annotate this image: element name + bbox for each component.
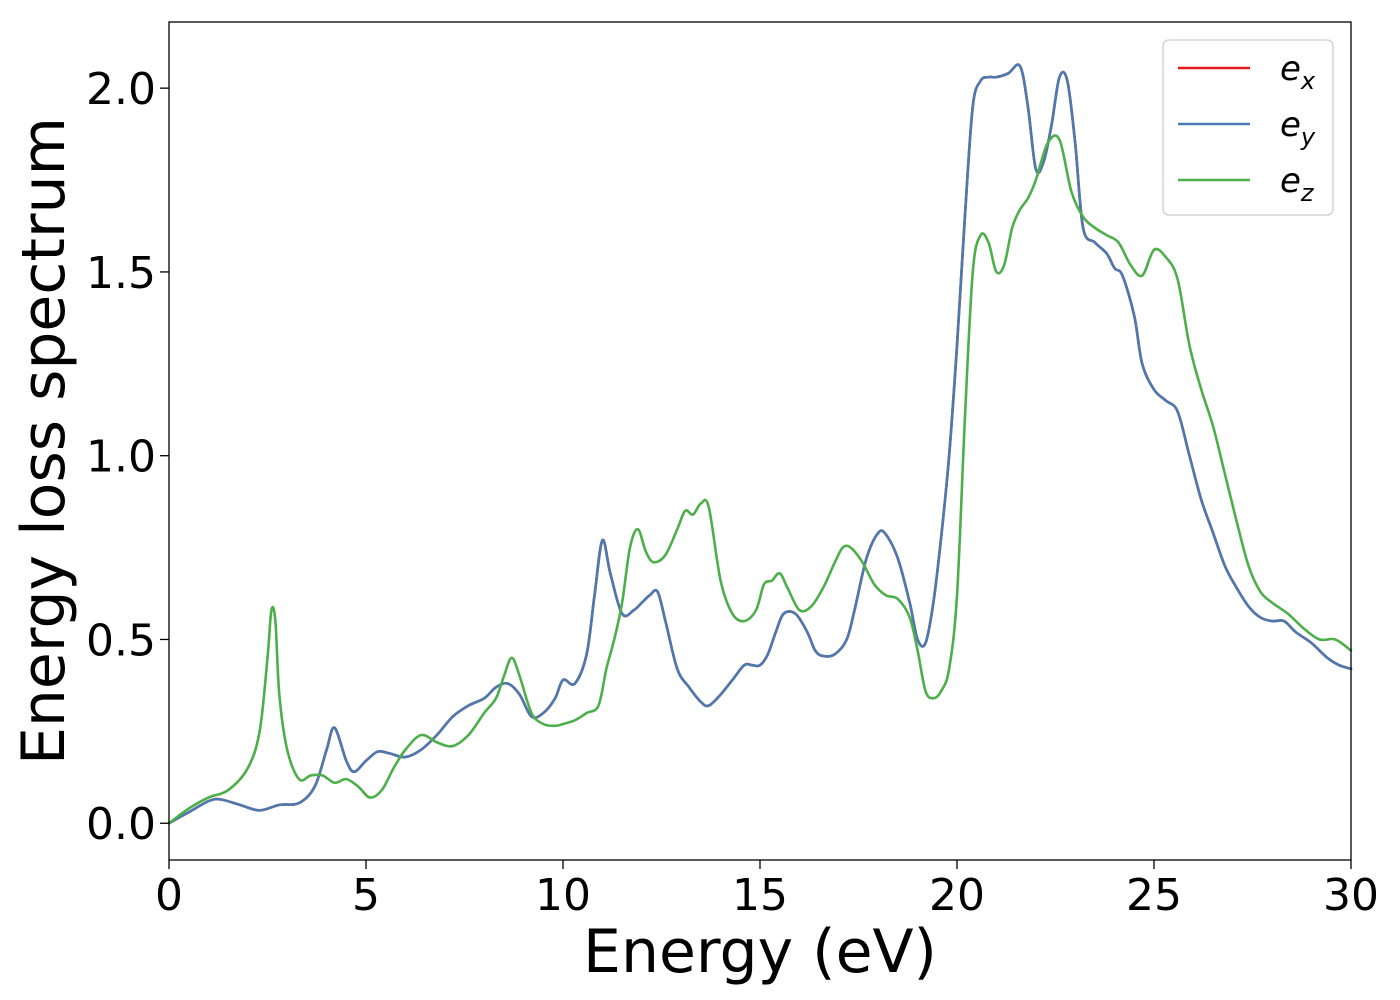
y-tick-label: 0.5 (86, 615, 156, 666)
y-axis: 0.0 0.5 1.0 1.5 2.0 (86, 64, 169, 850)
legend-label-ez: ez (1280, 161, 1315, 207)
y-axis-title: Energy loss spectrum (9, 117, 79, 765)
y-tick-label: 0.0 (86, 799, 156, 850)
x-axis-title: Energy (eV) (583, 917, 937, 987)
legend-box (1162, 39, 1334, 216)
x-tick-label: 25 (1126, 870, 1182, 921)
series-lines (167, 63, 1353, 825)
y-tick-label: 1.5 (86, 248, 156, 299)
legend: ex ey ez (1162, 39, 1334, 216)
series-line-ey (167, 63, 1353, 825)
y-tick-label: 1.0 (86, 432, 156, 483)
x-tick-label: 10 (535, 870, 591, 921)
x-tick-label: 30 (1323, 870, 1379, 921)
legend-label-ex: ex (1280, 49, 1316, 95)
x-tick-label: 5 (352, 870, 380, 921)
legend-label-ey: ey (1280, 105, 1316, 151)
y-tick-label: 2.0 (86, 64, 156, 115)
x-axis: 0 5 10 15 20 25 30 (155, 860, 1379, 921)
x-tick-label: 20 (929, 870, 985, 921)
plot-area (169, 22, 1351, 860)
x-tick-label: 0 (155, 870, 183, 921)
x-tick-label: 15 (732, 870, 788, 921)
series-line-ez (167, 134, 1353, 825)
